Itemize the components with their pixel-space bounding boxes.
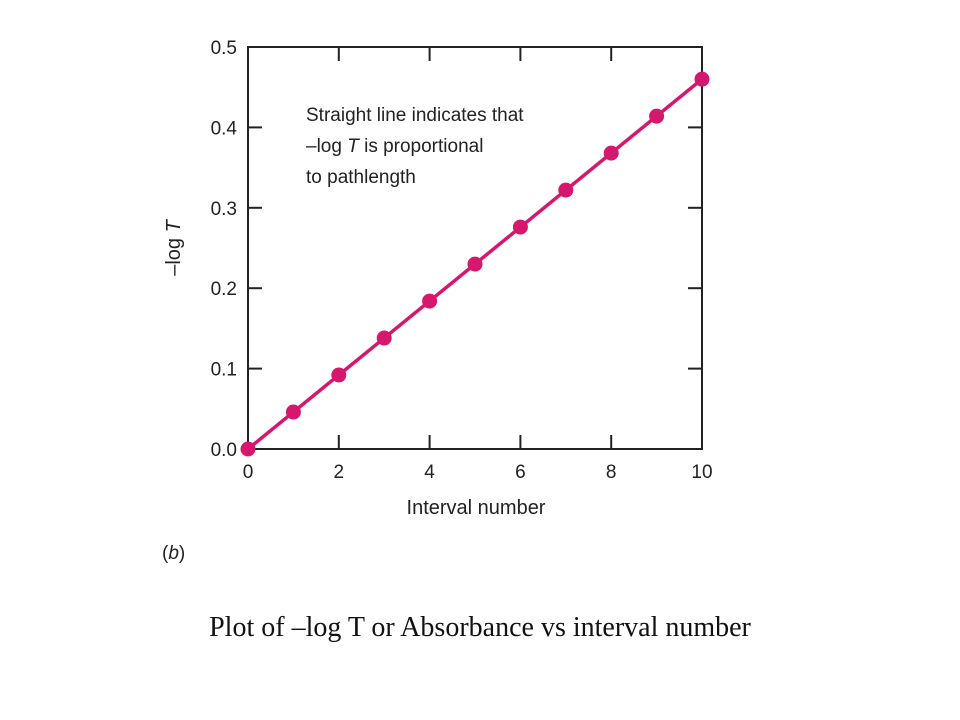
data-point (467, 256, 483, 272)
x-tick-label: 6 (515, 462, 526, 483)
y-tick-label: 0.0 (211, 440, 237, 461)
y-tick-label: 0.1 (211, 360, 237, 381)
x-tick-label: 8 (606, 462, 617, 483)
y-tick-label: 0.4 (211, 118, 238, 139)
y-tick-label: 0.3 (211, 199, 237, 220)
x-tick-label: 2 (334, 462, 345, 483)
panel-label: (b) (162, 543, 185, 564)
figure-caption: Plot of –log T or Absorbance vs interval… (209, 612, 751, 643)
data-point (331, 367, 347, 383)
series-layer (240, 71, 710, 457)
annotation-line-3: to pathlength (306, 167, 416, 188)
x-axis-title: Interval number (407, 497, 546, 519)
data-point (558, 182, 574, 198)
annotation-var: T (347, 136, 360, 157)
y-tick-label: 0.2 (211, 279, 237, 300)
data-point (694, 71, 710, 87)
y-axis-title-var: T (163, 218, 185, 232)
annotation-line-1: Straight line indicates that (306, 105, 524, 126)
data-point (649, 108, 665, 124)
panel-label-letter: b (168, 543, 179, 564)
plot-frame (247, 46, 703, 450)
x-tick-label: 4 (424, 462, 435, 483)
data-point (422, 293, 438, 309)
data-point (603, 145, 619, 161)
tick-labels: 0 2 4 6 8 10 0.0 0.1 0.2 0.3 0.4 0.5 (211, 38, 713, 483)
ticks (248, 47, 702, 449)
annotation-line-2: –log T is proportional (306, 136, 483, 157)
data-point (376, 330, 392, 346)
x-tick-label: 0 (243, 462, 254, 483)
annotation: Straight line indicates that –log T is p… (306, 105, 524, 188)
y-tick-label: 0.5 (211, 38, 237, 59)
chart: 0 2 4 6 8 10 0.0 0.1 0.2 0.3 0.4 0.5 –log T Interva… (162, 38, 713, 564)
x-tick-label: 10 (691, 462, 712, 483)
data-point (285, 404, 301, 420)
data-point (512, 219, 528, 235)
data-point (240, 441, 256, 457)
axes-frame (247, 46, 703, 450)
y-axis-title: –log T (163, 218, 185, 275)
